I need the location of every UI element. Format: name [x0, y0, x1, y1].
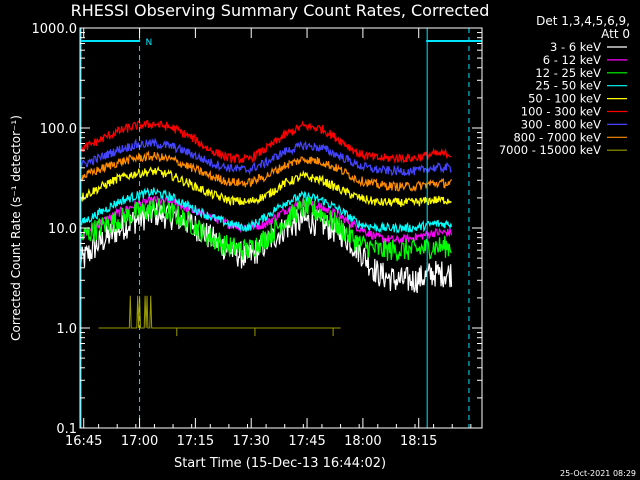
x-tick-label-5: 18:00: [344, 434, 381, 449]
series-100-300-kev-line: [80, 119, 452, 165]
y-tick-label-4: 0.1: [56, 422, 77, 437]
legend-50-100-kev-label: 50 - 100 keV: [528, 92, 601, 106]
legend-header-line1: Det 1,3,4,5,6,9,: [536, 14, 630, 28]
legend-7000-15000-kev-label: 7000 - 15000 keV: [499, 143, 601, 157]
series-layer: [80, 119, 453, 337]
legend-3-6-kev-label: 3 - 6 keV: [550, 40, 601, 54]
x-tick-label-2: 17:15: [177, 434, 214, 449]
legend-12-25-kev-label: 12 - 25 keV: [535, 66, 601, 80]
series-800-7000-kev-line: [80, 150, 453, 192]
x-tick-label-3: 17:30: [232, 434, 269, 449]
x-axis-label: Start Time (15-Dec-13 16:44:02): [174, 456, 386, 471]
night-label: N: [146, 38, 153, 48]
x-tick-label-6: 18:15: [400, 434, 437, 449]
series-300-800-kev-line: [80, 137, 452, 177]
y-tick-label-3: 1.0: [56, 322, 77, 337]
legend-25-50-kev-label: 25 - 50 keV: [535, 79, 601, 93]
chart-title: RHESSI Observing Summary Count Rates, Co…: [71, 1, 490, 20]
axis-ticks: 16:45 17:00 17:15 17:30 17:45 18:00 18:15 1000.…: [32, 22, 482, 449]
y-tick-label-2: 10.0: [48, 222, 77, 237]
series-25-50-kev-line: [80, 187, 453, 234]
x-tick-label-0: 16:45: [65, 434, 102, 449]
x-tick-label-1: 17:00: [121, 434, 158, 449]
series-7000-15000-kev-line: [98, 295, 341, 329]
y-tick-label-0: 1000.0: [32, 22, 78, 37]
legend-300-800-kev-label: 300 - 800 keV: [521, 117, 601, 131]
legend-800-7000-kev-label: 800 - 7000 keV: [513, 130, 601, 144]
timestamp: 25-Oct-2021 08:29: [560, 469, 636, 478]
y-tick-label-1: 100.0: [40, 122, 77, 137]
legend-6-12-kev-label: 6 - 12 keV: [543, 53, 601, 67]
x-tick-label-4: 17:45: [288, 434, 325, 449]
y-axis-label: Corrected Count Rate (s⁻¹ detector⁻¹): [9, 115, 23, 341]
legend-100-300-kev-label: 100 - 300 keV: [521, 105, 601, 119]
legend-header-line2: Att 0: [601, 27, 630, 41]
series-12-25-kev-line: [80, 196, 452, 262]
series-50-100-kev-line: [80, 165, 452, 207]
